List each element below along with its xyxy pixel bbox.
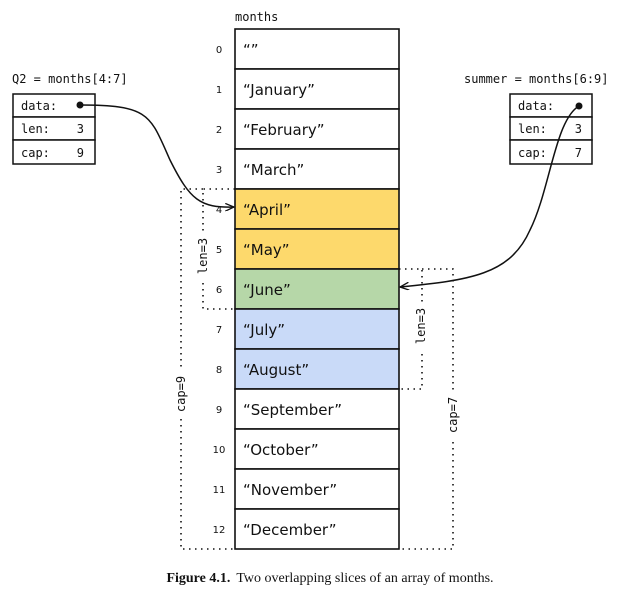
array-cell bbox=[234, 468, 400, 510]
array-index: 0 bbox=[216, 45, 222, 56]
array-cell bbox=[234, 68, 400, 110]
q2-len-field-label: len: bbox=[21, 122, 50, 136]
array-cell bbox=[234, 388, 400, 430]
summer-cap-label: cap=7 bbox=[446, 397, 460, 433]
q2-len-label: len=3 bbox=[196, 238, 210, 274]
array-cell-value: “December” bbox=[243, 521, 337, 539]
array-cell bbox=[234, 108, 400, 150]
caption-label: Figure 4.1. bbox=[166, 571, 230, 586]
array-cell-value: “January” bbox=[243, 81, 315, 99]
summer-len-field-label: len: bbox=[518, 122, 547, 136]
array-index: 2 bbox=[216, 125, 222, 136]
summer-len-label: len=3 bbox=[414, 308, 428, 344]
summer-data-label: data: bbox=[518, 99, 554, 113]
caption-text: Two overlapping slices of an array of mo… bbox=[236, 571, 493, 586]
array-cell-value: “August” bbox=[243, 361, 309, 379]
q2-pointer-arrow bbox=[79, 104, 234, 207]
array-cell bbox=[234, 508, 400, 550]
array-cell-value: “June” bbox=[243, 281, 291, 299]
summer-pointer-arrow bbox=[400, 105, 580, 287]
array-index: 3 bbox=[216, 165, 222, 176]
q2-slice-header bbox=[12, 93, 96, 165]
months-array: “” 0 “January” 1 “February” 2 “March” 3 “April” 4… bbox=[213, 28, 400, 550]
array-cell-value: “April” bbox=[243, 201, 291, 219]
q2-cap-value: 9 bbox=[77, 146, 84, 160]
array-cell-value: “May” bbox=[243, 241, 290, 259]
array-index: 11 bbox=[213, 485, 226, 496]
array-cell-value: “November” bbox=[243, 481, 337, 499]
array-index: 4 bbox=[216, 205, 222, 216]
array-cell bbox=[234, 428, 400, 470]
array-cell bbox=[234, 188, 400, 230]
array-cell-value: “March” bbox=[243, 161, 304, 179]
q2-cap-label: cap=9 bbox=[174, 376, 188, 412]
array-index: 1 bbox=[216, 85, 222, 96]
q2-len-value: 3 bbox=[77, 122, 84, 136]
array-index: 5 bbox=[216, 245, 222, 256]
array-cell-value: “September” bbox=[243, 401, 342, 419]
array-index: 8 bbox=[216, 365, 222, 376]
q2-cap-bracket bbox=[180, 188, 235, 550]
array-cell-value: “” bbox=[243, 41, 259, 59]
figure-caption: Figure 4.1. Two overlapping slices of an … bbox=[166, 571, 493, 586]
array-cell-value: “February” bbox=[243, 121, 325, 139]
array-index: 9 bbox=[216, 405, 222, 416]
array-index: 6 bbox=[216, 285, 222, 296]
q2-cap-field-label: cap: bbox=[21, 146, 50, 160]
array-index: 7 bbox=[216, 325, 222, 336]
array-cell-value: “July” bbox=[243, 321, 285, 339]
array-label: months bbox=[235, 10, 278, 24]
array-cell-value: “October” bbox=[243, 441, 319, 459]
q2-title: Q2 = months[4:7] bbox=[12, 72, 128, 86]
summer-len-value: 3 bbox=[575, 122, 582, 136]
q2-len-bracket bbox=[202, 188, 235, 310]
summer-cap-value: 7 bbox=[575, 146, 582, 160]
summer-title: summer = months[6:9] bbox=[464, 72, 609, 86]
array-cell bbox=[234, 28, 400, 70]
summer-slice-header bbox=[509, 93, 593, 165]
array-index: 12 bbox=[213, 525, 226, 536]
array-index: 10 bbox=[213, 445, 226, 456]
summer-cap-field-label: cap: bbox=[518, 146, 547, 160]
q2-data-label: data: bbox=[21, 99, 57, 113]
